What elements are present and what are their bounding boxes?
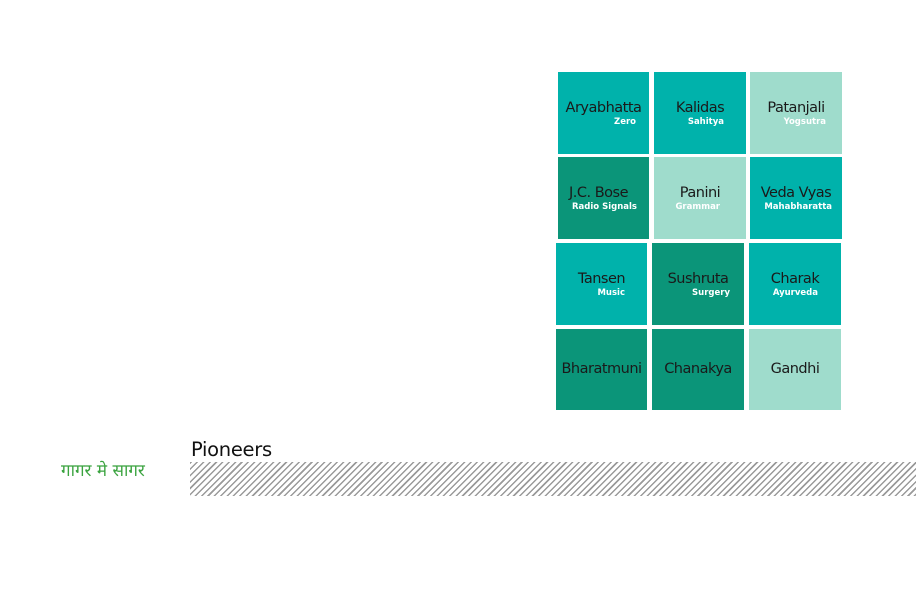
section-title: Pioneers xyxy=(191,438,272,461)
tile-name: Gandhi xyxy=(770,361,820,377)
tile-subtitle: Music xyxy=(597,287,625,298)
tile-name: Veda Vyas xyxy=(760,184,832,201)
tagline-hindi: गागर मे सागर xyxy=(61,461,145,481)
tile-aryabhatta[interactable]: Aryabhatta Zero xyxy=(558,72,649,154)
hatched-divider xyxy=(190,462,916,496)
tile-name: J.C. Bose xyxy=(569,184,629,201)
tile-name: Chanakya xyxy=(664,361,732,377)
tile-subtitle: Radio Signals xyxy=(572,201,637,212)
tile-name: Kalidas xyxy=(675,99,725,116)
tile-subtitle: Yogsutra xyxy=(783,116,826,127)
tile-name: Patanjali xyxy=(767,99,825,116)
tile-veda-vyas[interactable]: Veda Vyas Mahabharatta xyxy=(750,157,842,239)
tile-panini[interactable]: Panini Grammar xyxy=(654,157,746,239)
tile-kalidas[interactable]: Kalidas Sahitya xyxy=(654,72,746,154)
tile-chanakya[interactable]: Chanakya xyxy=(652,329,744,410)
tile-bharatmuni[interactable]: Bharatmuni xyxy=(556,329,647,410)
tile-subtitle: Zero xyxy=(614,116,636,127)
tile-name: Panini xyxy=(679,184,721,201)
tile-subtitle: Sahitya xyxy=(687,116,724,127)
tile-tansen[interactable]: Tansen Music xyxy=(556,243,647,325)
tile-jc-bose[interactable]: J.C. Bose Radio Signals xyxy=(558,157,649,239)
tile-name: Bharatmuni xyxy=(561,361,642,377)
tile-charak[interactable]: Charak Ayurveda xyxy=(749,243,841,325)
tile-name: Aryabhatta xyxy=(565,99,642,116)
tile-name: Sushruta xyxy=(667,270,729,287)
tile-subtitle: Mahabharatta xyxy=(764,201,832,212)
tile-name: Tansen xyxy=(577,270,626,287)
tile-subtitle: Surgery xyxy=(692,287,730,298)
tile-sushruta[interactable]: Sushruta Surgery xyxy=(652,243,744,325)
tile-gandhi[interactable]: Gandhi xyxy=(749,329,841,410)
tile-patanjali[interactable]: Patanjali Yogsutra xyxy=(750,72,842,154)
tile-name: Charak xyxy=(770,270,820,287)
tile-subtitle: Ayurveda xyxy=(772,287,818,298)
tile-subtitle: Grammar xyxy=(675,201,720,212)
